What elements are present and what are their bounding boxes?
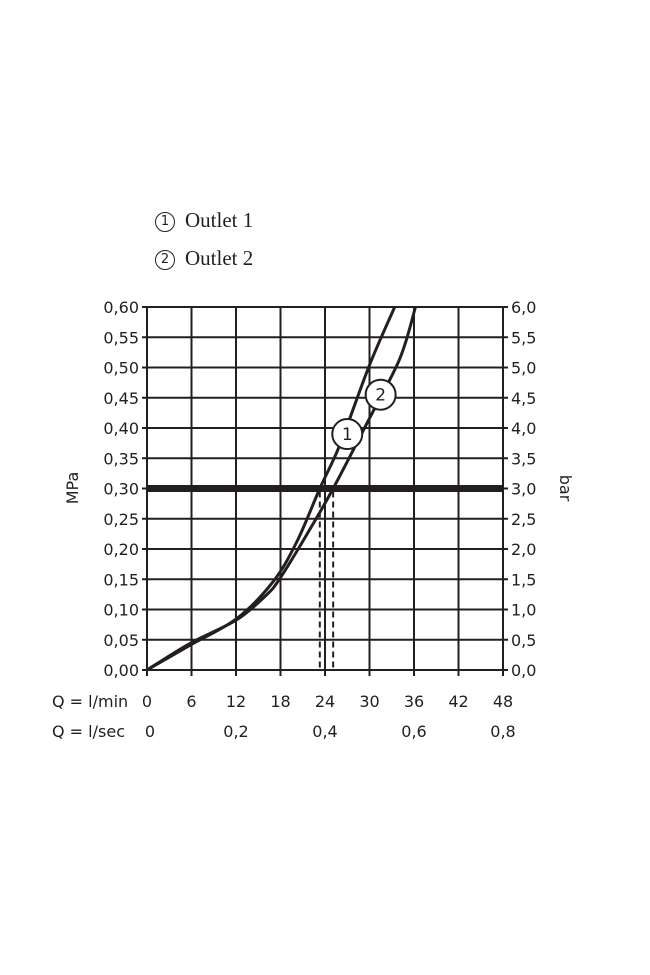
legend-item-outlet-2: 2 Outlet 2	[155, 246, 253, 271]
y-tick-label-bar: 1,0	[511, 601, 536, 620]
y-tick-label-bar: 3,5	[511, 449, 536, 468]
y-tick-label-mpa: 0,25	[103, 510, 139, 529]
y-axis-label-right: bar	[556, 475, 575, 502]
y-tick-label-bar: 0,0	[511, 661, 536, 680]
y-tick-label-bar: 4,0	[511, 419, 536, 438]
x-tick-label-lmin: 48	[493, 692, 513, 711]
x-tick-label-lsec: 0,8	[490, 722, 515, 741]
y-tick-label-mpa: 0,35	[103, 449, 139, 468]
y-tick-label-bar: 1,5	[511, 570, 536, 589]
y-tick-label-mpa: 0,55	[103, 328, 139, 347]
x-tick-label-lmin: 18	[270, 692, 290, 711]
x-axis-label-lsec: Q = l/sec	[52, 722, 125, 741]
x-tick-label-lmin: 42	[448, 692, 468, 711]
y-tick-label-mpa: 0,50	[103, 359, 139, 378]
circled-2-icon: 2	[155, 250, 175, 270]
series-marker-label: 1	[342, 425, 353, 445]
x-tick-label-lsec: 0,2	[223, 722, 248, 741]
y-tick-label-mpa: 0,00	[103, 661, 139, 680]
x-tick-label-lmin: 6	[186, 692, 196, 711]
series-marker-label: 2	[375, 386, 386, 406]
x-tick-label-lsec: 0	[145, 722, 155, 741]
legend-label: Outlet 2	[185, 246, 254, 270]
y-tick-label-mpa: 0,30	[103, 480, 139, 499]
legend-label: Outlet 1	[185, 208, 254, 232]
x-tick-label-lmin: 0	[142, 692, 152, 711]
y-tick-label-bar: 5,0	[511, 359, 536, 378]
y-tick-label-bar: 3,0	[511, 480, 536, 499]
x-tick-label-lmin: 24	[315, 692, 335, 711]
series-marker-1	[331, 418, 364, 451]
x-axis-label-lmin: Q = l/min	[52, 692, 128, 711]
y-tick-label-bar: 6,0	[511, 298, 536, 317]
y-tick-label-bar: 5,5	[511, 328, 536, 347]
y-tick-label-mpa: 0,15	[103, 570, 139, 589]
y-tick-label-mpa: 0,45	[103, 389, 139, 408]
y-tick-label-mpa: 0,60	[103, 298, 139, 317]
y-tick-label-mpa: 0,20	[103, 540, 139, 559]
y-tick-label-mpa: 0,10	[103, 601, 139, 620]
series-marker-2	[364, 378, 397, 411]
y-tick-label-mpa: 0,40	[103, 419, 139, 438]
x-tick-label-lmin: 36	[404, 692, 424, 711]
x-tick-label-lmin: 12	[226, 692, 246, 711]
y-tick-label-bar: 2,0	[511, 540, 536, 559]
x-tick-label-lsec: 0,6	[401, 722, 426, 741]
y-axis-label-left: MPa	[63, 472, 82, 505]
y-tick-label-mpa: 0,05	[103, 631, 139, 650]
y-tick-label-bar: 4,5	[511, 389, 536, 408]
circled-1-icon: 1	[155, 212, 175, 232]
legend-item-outlet-1: 1 Outlet 1	[155, 208, 253, 233]
y-tick-label-bar: 0,5	[511, 631, 536, 650]
x-tick-label-lsec: 0,4	[312, 722, 337, 741]
x-tick-label-lmin: 30	[359, 692, 379, 711]
y-tick-label-bar: 2,5	[511, 510, 536, 529]
